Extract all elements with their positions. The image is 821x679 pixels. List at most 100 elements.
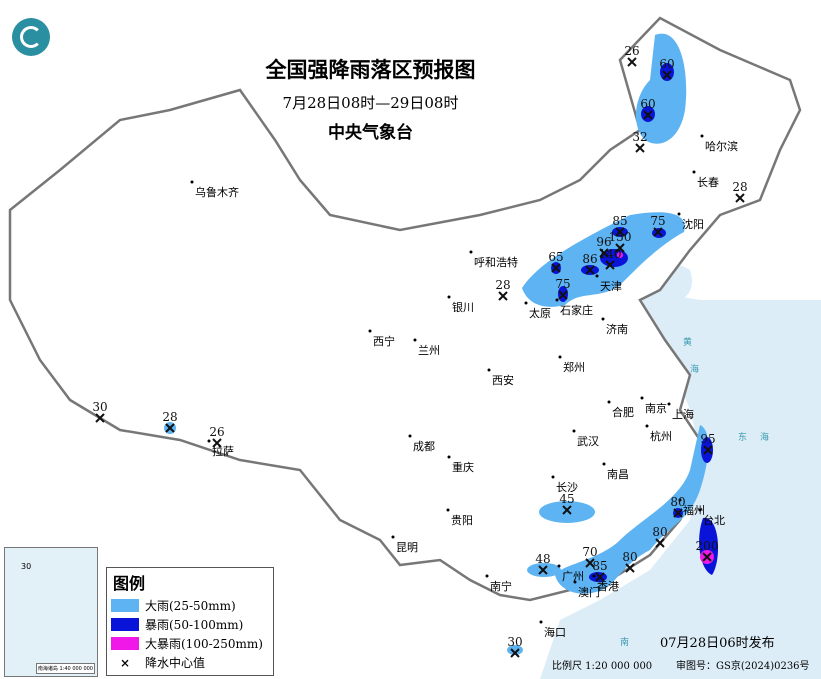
legend-item-rain-center: × 降水中心值 — [111, 653, 273, 672]
legend-label: 暴雨(50-100mm) — [145, 618, 244, 632]
city-label: 天津 — [600, 280, 622, 293]
city-dot — [692, 170, 696, 174]
agency-name: 中央气象台 — [328, 123, 413, 143]
city-label: 长沙 — [556, 481, 578, 494]
legend-item-severe-rainstorm: 大暴雨(100-250mm) — [111, 634, 273, 653]
rain-center-marker — [595, 572, 605, 582]
city-dot — [607, 400, 611, 404]
city-label: 重庆 — [452, 460, 474, 474]
rain-center-value: 28 — [162, 410, 177, 424]
city-label: 香港 — [597, 580, 619, 593]
city-dot — [572, 429, 576, 433]
sea-area — [540, 290, 821, 679]
city-label: 沈阳 — [682, 217, 704, 231]
city-label: 上海 — [672, 407, 694, 421]
rain-center-value: 95 — [700, 432, 715, 446]
city-dot — [557, 564, 561, 568]
rain-center-value: 86 — [582, 252, 597, 266]
legend-label: 大雨(25-50mm) — [145, 599, 236, 613]
china-outline — [8, 16, 802, 602]
city-dot — [601, 317, 605, 321]
city-label: 济南 — [606, 322, 628, 336]
south-china-sea-inset: 30 南海诸岛 1:40 000 000 — [4, 547, 98, 677]
city-dot — [602, 462, 606, 466]
rain-center-value: 85 — [592, 559, 607, 573]
rain-center-value: 45 — [559, 492, 574, 506]
rain-center-value: 28 — [495, 278, 510, 292]
cross-marker-icon: × — [119, 655, 131, 670]
rain-center-value: 26 — [209, 425, 224, 439]
rain-center-value: 75 — [555, 277, 570, 291]
city-dot — [190, 180, 194, 184]
city-label: 兰州 — [418, 344, 440, 357]
inset-marker-value: 30 — [21, 562, 32, 571]
sea-label: 海 — [690, 363, 699, 375]
rain-center-marker — [585, 558, 595, 568]
city-dot — [551, 475, 555, 479]
city-dot — [667, 402, 671, 406]
city-label: 成都 — [413, 440, 435, 453]
sea-label: 黄 — [683, 336, 692, 348]
rain-center-value: 140 — [599, 247, 622, 261]
city-label: 南宁 — [490, 579, 512, 593]
city-label: 海口 — [544, 625, 566, 639]
rain-center-marker — [735, 193, 745, 203]
rain-center-value: 80 — [670, 495, 685, 509]
city-dot — [408, 434, 412, 438]
city-dot — [524, 301, 528, 305]
rain-center-value: 26 — [624, 44, 639, 58]
rain-center-value: 32 — [632, 130, 647, 144]
rain-center-marker — [615, 243, 625, 253]
rain-center-marker — [558, 290, 568, 300]
city-label: 银川 — [452, 300, 474, 314]
city-dot — [469, 250, 473, 254]
city-label: 呼和浩特 — [474, 255, 518, 269]
city-label: 南昌 — [607, 468, 629, 481]
city-label: 西安 — [492, 373, 514, 387]
rain-center-value: 60 — [640, 97, 655, 111]
issue-time: 07月28日06时发布 — [660, 636, 775, 651]
city-label: 哈尔滨 — [705, 139, 738, 153]
city-dot — [447, 455, 451, 459]
city-dot — [678, 498, 682, 502]
city-dot — [595, 274, 599, 278]
heavy-rain-area — [507, 645, 523, 655]
city-dot — [698, 508, 702, 512]
city-dot — [677, 212, 681, 216]
city-label: 澳门 — [578, 585, 600, 599]
rain-center-marker — [615, 227, 625, 237]
legend-item-rainstorm: 暴雨(50-100mm) — [111, 615, 273, 634]
rain-center-value: 85 — [612, 214, 627, 228]
city-label: 广州 — [562, 570, 584, 583]
rain-center-value: 75 — [650, 214, 665, 228]
rain-center-marker — [562, 505, 572, 515]
city-dot — [391, 535, 395, 539]
city-label: 昆明 — [396, 541, 418, 554]
city-dot — [207, 439, 211, 443]
sea-label: 南 — [620, 636, 629, 648]
rain-center-value: 28 — [732, 180, 747, 194]
rain-center-value: 80 — [652, 525, 667, 539]
city-label: 乌鲁木齐 — [195, 185, 239, 199]
rain-center-marker — [643, 110, 653, 120]
city-dot — [592, 574, 596, 578]
rain-center-value: 80 — [622, 550, 637, 564]
rain-center-marker — [655, 538, 665, 548]
legend-label: 大暴雨(100-250mm) — [145, 637, 263, 651]
city-label: 福州 — [683, 503, 705, 517]
rain-center-value: 48 — [535, 552, 550, 566]
rain-center-value: 150 — [609, 230, 632, 244]
rain-center-marker — [635, 143, 645, 153]
city-label: 贵阳 — [451, 514, 473, 527]
city-label: 太原 — [529, 307, 551, 320]
city-dot — [446, 508, 450, 512]
city-dot — [555, 298, 559, 302]
city-dot — [447, 295, 451, 299]
rain-center-value: 96 — [596, 235, 611, 249]
city-dot — [640, 396, 644, 400]
city-dot — [645, 424, 649, 428]
rain-center-marker — [599, 248, 609, 258]
city-dot — [558, 355, 562, 359]
legend-swatch — [111, 618, 139, 631]
sea-label: 东 — [738, 431, 747, 443]
